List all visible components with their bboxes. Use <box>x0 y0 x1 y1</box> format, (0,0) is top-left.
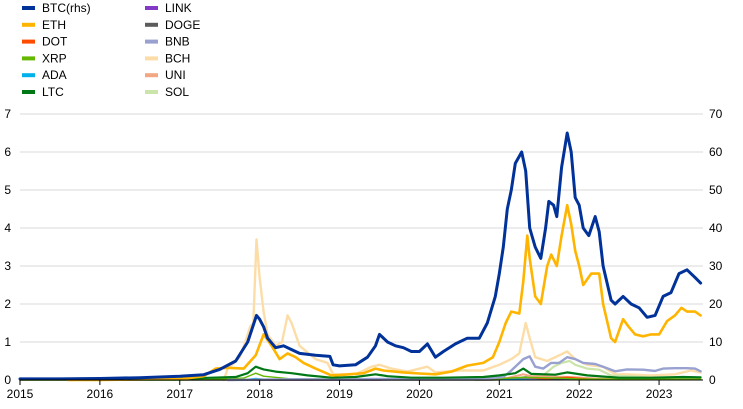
legend-label: ETH <box>42 18 66 32</box>
legend-swatch <box>22 6 35 10</box>
right-tick-label: 60 <box>709 145 723 159</box>
left-axis-ticks: 0 1 2 3 4 5 6 7 <box>4 107 11 387</box>
legend-label: LINK <box>165 1 192 15</box>
legend-label: SOL <box>165 85 189 99</box>
legend-swatch <box>22 22 35 27</box>
right-tick-label: 0 <box>709 373 716 387</box>
legend-swatch <box>22 56 35 61</box>
legend-label: LTC <box>42 85 64 99</box>
legend-swatch <box>22 73 35 78</box>
legend-label: BCH <box>165 51 190 65</box>
left-tick-label: 5 <box>4 183 11 197</box>
right-tick-label: 30 <box>709 259 723 273</box>
series-line-btc-rhs <box>18 131 703 381</box>
legend-swatch <box>22 39 35 44</box>
right-tick-label: 20 <box>709 297 723 311</box>
legend-label: XRP <box>42 51 67 65</box>
x-tick-label: 2017 <box>166 387 193 401</box>
series-line-eth <box>66 203 702 382</box>
legend-label: DOT <box>42 35 68 49</box>
right-tick-label: 50 <box>709 183 723 197</box>
legend-swatch <box>145 56 158 61</box>
legend-label: ADA <box>42 68 67 82</box>
left-tick-label: 4 <box>4 221 11 235</box>
left-tick-label: 2 <box>4 297 11 311</box>
legend-swatch <box>145 39 158 44</box>
series-lines <box>18 131 703 382</box>
legend-swatch <box>145 22 158 27</box>
right-tick-label: 10 <box>709 335 723 349</box>
legend-label: DOGE <box>165 18 200 32</box>
legend-label: BTC(rhs) <box>42 1 91 15</box>
gridlines <box>20 113 703 343</box>
right-tick-label: 70 <box>709 107 723 121</box>
right-axis-ticks: 0 10 20 30 40 50 60 70 <box>709 107 723 387</box>
left-tick-label: 6 <box>4 145 11 159</box>
x-tick-label: 2023 <box>646 387 673 401</box>
series-line-bch <box>222 238 702 382</box>
x-tick-label: 2015 <box>7 387 34 401</box>
legend-swatch <box>145 6 158 10</box>
left-tick-label: 0 <box>4 373 11 387</box>
left-tick-label: 1 <box>4 335 11 349</box>
legend: BTC(rhs) ETH DOT XRP ADA LTC LINK DOGE BNB BCH UNI… <box>22 1 200 99</box>
x-tick-label: 2019 <box>326 387 353 401</box>
x-tick-label: 2021 <box>486 387 513 401</box>
series-line-bnb <box>226 355 702 382</box>
x-tick-label: 2016 <box>87 387 114 401</box>
x-tick-label: 2018 <box>246 387 273 401</box>
legend-label: UNI <box>165 68 186 82</box>
x-tick-label: 2022 <box>566 387 593 401</box>
left-tick-label: 7 <box>4 107 11 121</box>
legend-swatch <box>145 90 158 94</box>
series-line-ltc <box>18 365 702 381</box>
legend-swatch <box>145 73 158 78</box>
right-tick-label: 40 <box>709 221 723 235</box>
x-axis-ticks: 2015 2016 2017 2018 2019 2020 2021 2022 2023 <box>7 380 673 401</box>
x-tick-label: 2020 <box>406 387 433 401</box>
legend-swatch <box>22 90 35 94</box>
left-tick-label: 3 <box>4 259 11 273</box>
legend-label: BNB <box>165 35 190 49</box>
